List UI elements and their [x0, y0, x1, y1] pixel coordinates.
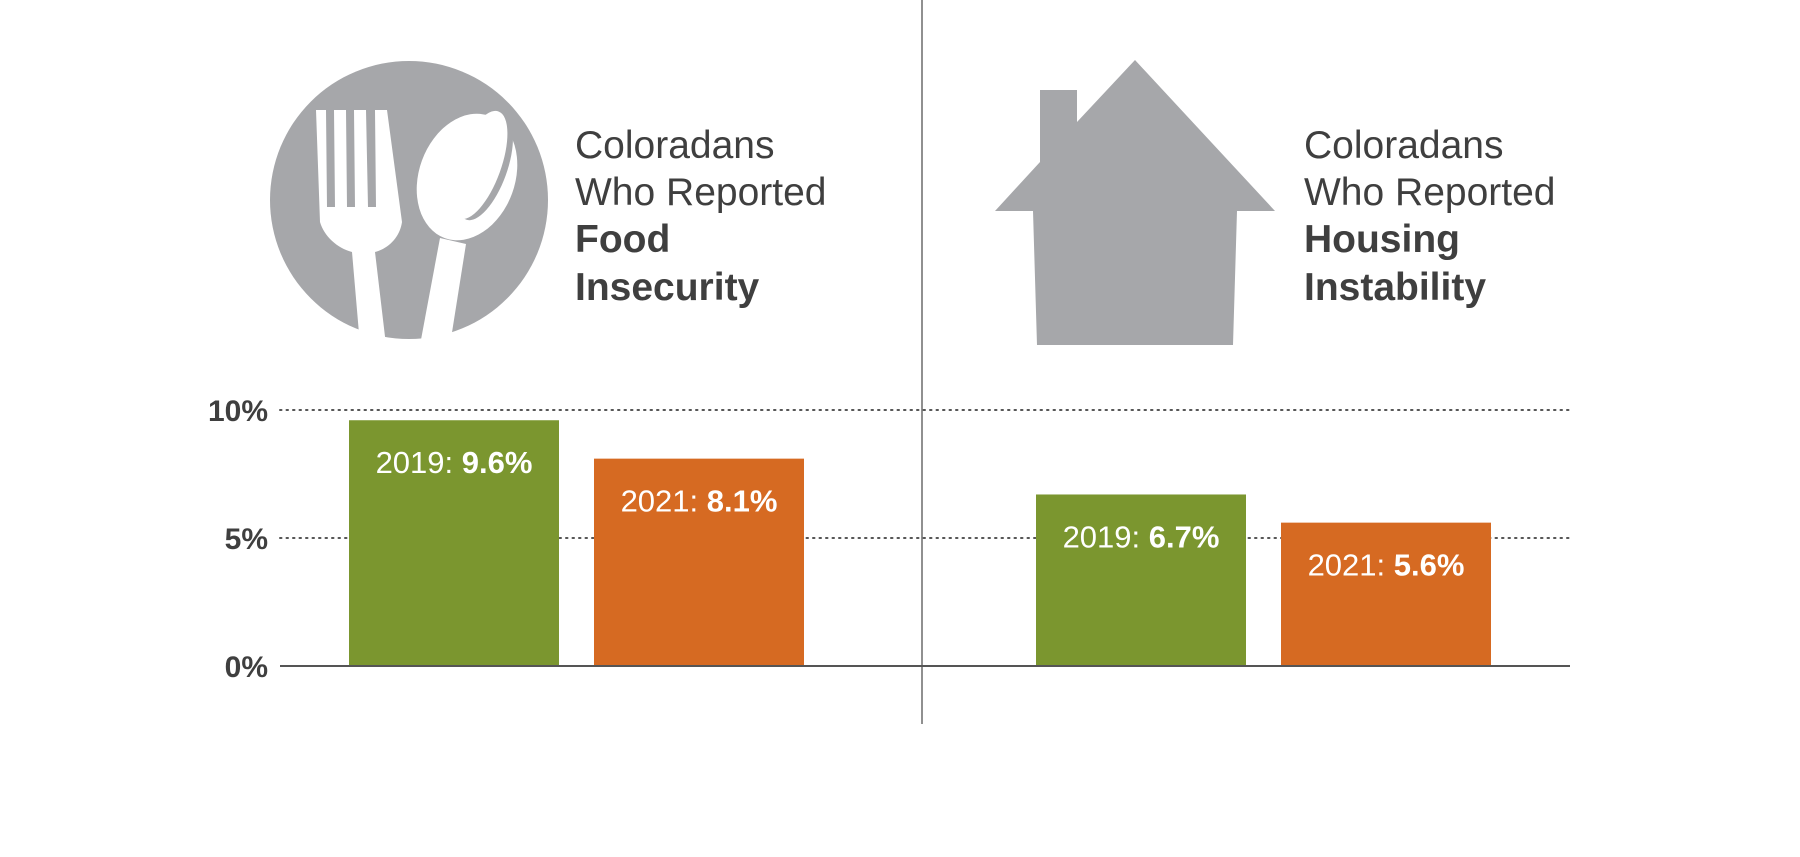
bar-2019	[349, 420, 559, 666]
bar-data-label: 2021: 5.6%	[1308, 548, 1465, 583]
food-title-line1: Coloradans	[575, 124, 774, 167]
bar-value-label: 8.1%	[707, 484, 778, 519]
bar-data-label: 2019: 6.7%	[1063, 519, 1220, 554]
housing-title: Coloradans Who Reported Housing Instabil…	[1304, 124, 1555, 309]
bar-2021	[1281, 522, 1491, 666]
bar-value-label: 9.6%	[462, 445, 533, 480]
bar-value-label: 6.7%	[1149, 519, 1220, 554]
bar-data-label: 2019: 9.6%	[376, 445, 533, 480]
housing-title-line2: Who Reported	[1304, 171, 1555, 214]
fork-spoon-icon	[270, 61, 548, 345]
y-tick-label: 10%	[208, 395, 268, 428]
bar-year-label: 2021:	[1308, 548, 1394, 583]
bar-value-label: 5.6%	[1394, 548, 1465, 583]
bar-year-label: 2021:	[621, 484, 707, 519]
bar-2019	[1036, 494, 1246, 666]
y-axis-ticks: 0% 5% 10%	[208, 395, 268, 684]
house-icon	[995, 60, 1275, 345]
food-title-bold2: Insecurity	[575, 266, 760, 309]
housing-title-bold2: Instability	[1304, 266, 1486, 309]
bar-year-label: 2019:	[1063, 519, 1149, 554]
bar-2021	[594, 458, 804, 666]
y-tick-label: 5%	[225, 523, 268, 556]
y-tick-label: 0%	[225, 651, 268, 684]
bar-year-label: 2019:	[376, 445, 462, 480]
food-title-bold1: Food	[575, 218, 670, 261]
housing-title-bold1: Housing	[1304, 218, 1460, 261]
food-title-line2: Who Reported	[575, 171, 826, 214]
bars: 2019: 9.6% 2021: 8.1% 2019: 6.7% 2021: 5.6%	[349, 420, 1491, 666]
housing-title-line1: Coloradans	[1304, 124, 1503, 167]
food-title: Coloradans Who Reported Food Insecurity	[575, 124, 826, 309]
bar-data-label: 2021: 8.1%	[621, 484, 778, 519]
